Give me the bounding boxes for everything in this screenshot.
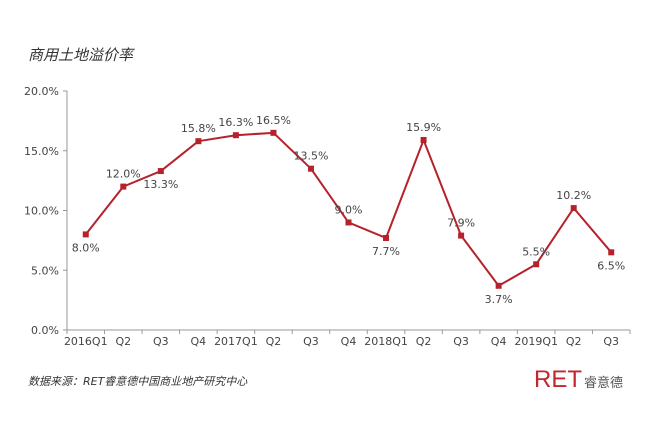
x-tick-label: 2016Q1 [64, 335, 108, 348]
x-tick-label: 2019Q1 [514, 335, 558, 348]
data-point [157, 168, 164, 175]
y-tick-label: 10.0% [24, 205, 59, 218]
x-tick-label: Q3 [153, 335, 169, 348]
data-point [495, 282, 502, 289]
x-tick-label: 2017Q1 [214, 335, 258, 348]
data-source-note: 数据来源：RET睿意德中国商业地产研究中心 [28, 375, 248, 388]
data-label: 9.0% [335, 203, 363, 216]
y-tick-label: 0.0% [31, 324, 59, 337]
data-point [570, 205, 577, 212]
data-label: 7.9% [447, 217, 475, 230]
data-point [533, 261, 540, 268]
logo-text-cn: 睿意德 [584, 376, 624, 391]
y-tick-label: 15.0% [24, 145, 59, 158]
data-point [195, 138, 202, 145]
x-tick-label: 2018Q1 [364, 335, 408, 348]
data-point [232, 132, 239, 139]
data-point [458, 232, 465, 239]
data-point [270, 129, 277, 136]
data-point [420, 136, 427, 143]
x-tick-label: Q4 [491, 335, 507, 348]
data-label: 10.2% [556, 189, 591, 202]
x-tick-label: Q2 [266, 335, 282, 348]
x-tick-label: Q3 [453, 335, 469, 348]
data-label: 13.3% [143, 178, 178, 191]
x-tick-label: Q3 [303, 335, 319, 348]
data-point [383, 234, 390, 241]
data-point [608, 249, 615, 256]
x-tick-label: Q2 [115, 335, 131, 348]
logo-text-ret: RET [534, 366, 582, 393]
data-point [120, 183, 127, 190]
x-tick-label: Q4 [191, 335, 207, 348]
data-point [82, 231, 89, 238]
data-label: 15.9% [406, 121, 441, 134]
data-label: 5.5% [522, 245, 550, 258]
data-label: 13.5% [293, 150, 328, 163]
data-label: 8.0% [72, 241, 100, 254]
x-tick-label: Q4 [341, 335, 357, 348]
data-label: 3.7% [485, 293, 513, 306]
chart-title: 商用土地溢价率 [28, 46, 134, 64]
data-label: 16.5% [256, 114, 291, 127]
data-label: 7.7% [372, 245, 400, 258]
data-label: 16.3% [218, 116, 253, 129]
y-tick-label: 20.0% [24, 85, 59, 98]
x-tick-label: Q2 [566, 335, 582, 348]
y-tick-label: 5.0% [31, 264, 59, 277]
ret-logo: RET 睿意德 [534, 366, 623, 394]
data-label: 12.0% [106, 168, 141, 181]
x-tick-label: Q3 [603, 335, 619, 348]
x-tick-label: Q2 [416, 335, 432, 348]
data-label: 6.5% [597, 259, 625, 272]
data-point [307, 165, 314, 172]
data-point [345, 219, 352, 226]
data-label: 15.8% [181, 122, 216, 135]
